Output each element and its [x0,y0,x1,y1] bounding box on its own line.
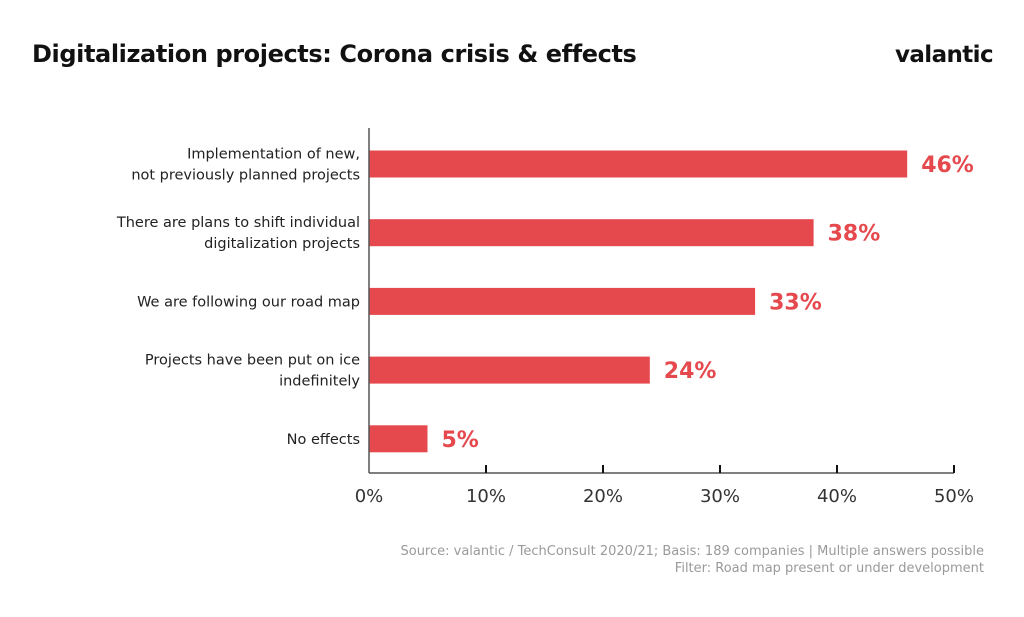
axes: 0% 10% 20% 30% 40% 50% [355,128,974,507]
bar [369,219,814,247]
x-tick-label: 0% [355,486,384,507]
category-labels: Implementation of new, not previously pla… [116,147,361,448]
category-label: indefinitely [279,374,360,390]
bar [369,425,428,453]
x-tick-label: 30% [700,486,740,507]
category-label: Implementation of new, [187,147,360,163]
category-label: Projects have been put on ice [145,353,360,369]
chart-title: Digitalization projects: Corona crisis &… [32,40,637,68]
category-label: not previously planned projects [131,168,360,184]
x-tick-label: 40% [817,486,857,507]
bar [369,287,756,315]
value-label: 33% [769,290,822,315]
category-label: No effects [287,432,360,448]
filter-line: Filter: Road map present or under develo… [674,561,984,576]
value-label: 24% [664,359,717,384]
bar [369,150,908,178]
source-note: Source: valantic / TechConsult 2020/21; … [400,543,984,577]
bar [369,356,650,384]
category-label: We are following our road map [137,294,360,310]
value-labels: 46% 38% 33% 24% 5% [442,153,974,453]
value-label: 38% [828,222,881,247]
value-label: 46% [921,153,974,178]
bars-layer [369,150,908,453]
x-tick-label: 20% [583,486,623,507]
source-line: Source: valantic / TechConsult 2020/21; … [400,544,984,559]
valantic-logo: valantic [894,42,994,68]
value-label: 5% [442,428,479,453]
category-label: There are plans to shift individual [116,215,360,231]
category-label: digitalization projects [204,236,360,252]
x-tick-label: 10% [466,486,506,507]
x-tick-label: 50% [934,486,974,507]
